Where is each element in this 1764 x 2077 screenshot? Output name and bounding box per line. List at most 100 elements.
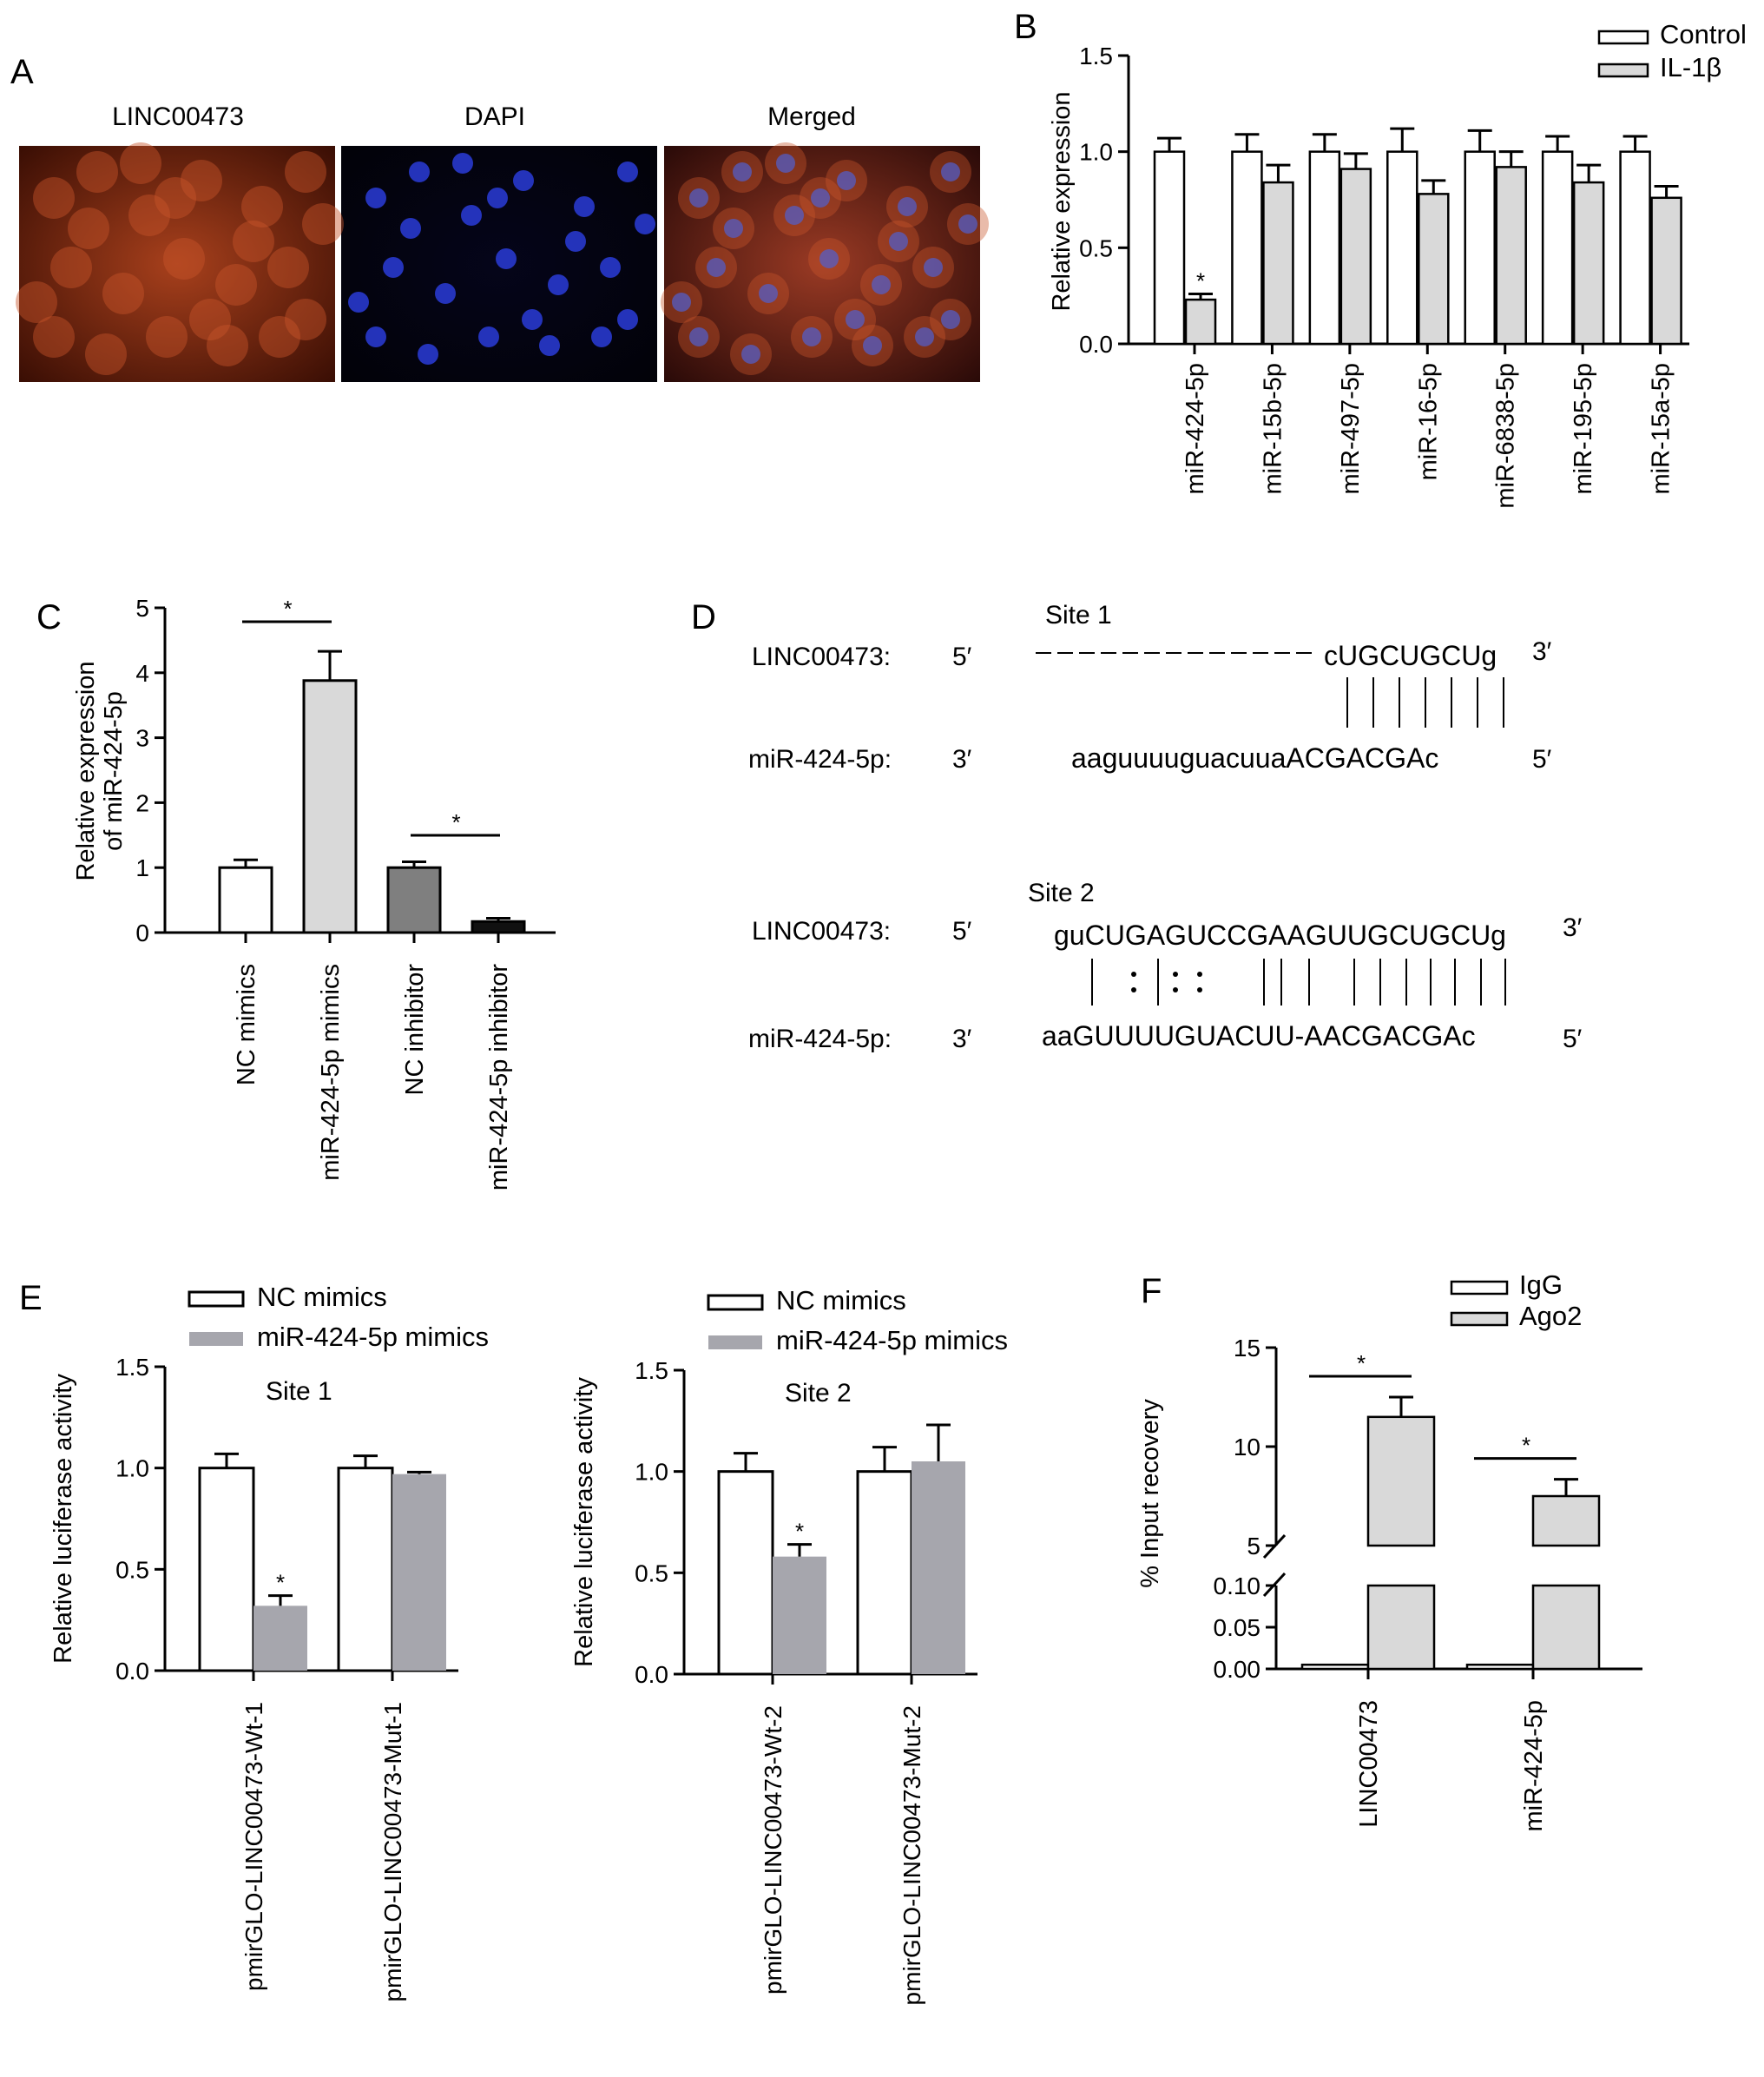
panel-letter-b: B	[1014, 8, 1037, 46]
site1-mir-3prime: 3′	[952, 745, 972, 774]
site2-wobble-dot	[1173, 972, 1178, 977]
chart-e1-y-label: Relative luciferase activity	[49, 1374, 77, 1664]
chart-e1-y-tick-label: 1.5	[115, 1354, 149, 1381]
chart-b-bar	[1184, 298, 1217, 346]
chart-e1-y-tick-label: 1.0	[115, 1455, 149, 1482]
cell-blob	[409, 162, 430, 182]
chart-b-bar	[1541, 150, 1574, 346]
cells-linc00473	[16, 142, 344, 375]
cell-blob	[146, 316, 188, 358]
chart-b-y-tick-label: 1.5	[1079, 43, 1113, 69]
cell-blob	[207, 325, 248, 366]
chart-f: 0.00 0.05 0.10 5 10 15 % Input recovery LINC004…	[1136, 1269, 1642, 1832]
panel-a-micrographs: LINC00473 DAPI Merged	[16, 102, 989, 382]
chart-e2-legend-swatch	[707, 1294, 764, 1311]
site1-pair-lines	[1346, 677, 1504, 728]
nucleus-blob	[898, 197, 917, 216]
chart-e1-legend-swatch	[188, 1290, 245, 1308]
chart-b-x-tick-label: miR-16-5p	[1414, 363, 1442, 480]
chart-b-bar	[1386, 150, 1418, 346]
chart-f-x-tick-label: LINC00473	[1355, 1700, 1383, 1828]
cell-blob	[302, 203, 344, 245]
cell-blob	[181, 160, 222, 201]
site2-wobble-dot	[1131, 987, 1136, 992]
cell-blob	[155, 177, 196, 219]
nucleus-blob	[707, 258, 726, 277]
cell-blob	[452, 153, 473, 174]
chart-b-x-tick-label: miR-15a-5p	[1648, 363, 1675, 495]
nucleus-blob	[872, 275, 891, 294]
cell-blob	[16, 281, 57, 323]
cell-blob	[435, 283, 456, 304]
chart-e1-bar	[337, 1467, 394, 1672]
chart-c-significance-star: *	[283, 596, 292, 622]
chart-e2-legend-label: miR-424-5p mimics	[776, 1325, 1008, 1355]
site1-mir-seq: aaguuuuguacuuaACGACGAc	[1071, 742, 1438, 774]
chart-e2-bar	[856, 1470, 913, 1676]
site2-mir-seq: aaGUUUUGUACUU-AACGACGAc	[1042, 1020, 1476, 1052]
site2-wobble-dot	[1131, 972, 1136, 977]
cell-blob	[591, 326, 612, 347]
chart-b-y-tick-label: 0.0	[1079, 331, 1113, 358]
cell-blob	[285, 151, 326, 193]
cell-blob	[418, 344, 438, 365]
nucleus-blob	[724, 219, 743, 238]
chart-f-x-tick-label: miR-424-5p	[1520, 1700, 1548, 1832]
cells-dapi	[348, 153, 655, 365]
cell-blob	[548, 274, 569, 295]
cell-blob	[487, 188, 508, 208]
chart-b-legend-label: Control	[1660, 19, 1747, 49]
nucleus-blob	[672, 293, 691, 312]
cell-blob	[617, 309, 638, 330]
cell-blob	[635, 214, 655, 234]
chart-e2-bar	[717, 1470, 774, 1676]
cell-blob	[120, 142, 161, 184]
site2-linc-seq: guCUGAGUCCGAAGUUGCUGCUg	[1054, 920, 1506, 951]
nucleus-blob	[759, 284, 778, 303]
chart-c-y-label-line2: of miR-424-5p	[100, 691, 128, 851]
chart-b-bar	[1495, 166, 1527, 346]
chart-e2-significance: *	[795, 1519, 804, 1545]
site1-linc-5prime: 5′	[952, 643, 972, 671]
chart-c: 0 1 2 3 4 5 Relative expression of miR-424-5p NC…	[72, 595, 556, 1190]
chart-c-y-tick-label: 0	[135, 920, 149, 946]
chart-f-bar-lower	[1531, 1584, 1601, 1671]
chart-f-y-label: % Input recovery	[1136, 1399, 1164, 1588]
cell-blob	[68, 208, 109, 249]
chart-c-x-tick-label: miR-424-5p mimics	[317, 964, 345, 1181]
image-label-merged: Merged	[767, 102, 856, 131]
chart-e2-y-tick-label: 1.5	[635, 1357, 668, 1384]
chart-b-y-label: Relative expression	[1048, 91, 1076, 311]
nucleus-blob	[837, 171, 856, 190]
site1-linc-seq: cUGCUGCUg	[1324, 640, 1497, 671]
cell-blob	[233, 221, 274, 262]
cell-blob	[478, 326, 499, 347]
cell-blob	[365, 188, 386, 208]
chart-e-site2: 0.0 0.5 1.0 1.5 Relative luciferase activity…	[570, 1285, 1008, 2005]
site1-linc-3prime: 3′	[1532, 637, 1552, 666]
nucleus-blob	[915, 327, 934, 346]
chart-f-bar-upper	[1531, 1494, 1601, 1547]
chart-b-x-tick-label: miR-497-5p	[1337, 363, 1365, 495]
chart-e2-title: Site 2	[785, 1379, 852, 1408]
micrograph-linc00473	[19, 146, 335, 382]
cell-blob	[50, 247, 92, 288]
chart-c-y-tick-label: 5	[135, 595, 149, 622]
panel-d-alignment: Site 1 LINC00473: 5′ cUGCUGCUg 3′ miR-42…	[748, 601, 1583, 1053]
chart-e2-y-label: Relative luciferase activity	[570, 1377, 598, 1667]
chart-c-y-tick-label: 1	[135, 854, 149, 881]
chart-f-bar	[1465, 1663, 1535, 1671]
image-label-dapi: DAPI	[464, 102, 525, 131]
chart-c-bar	[302, 679, 358, 934]
chart-b-bar	[1339, 168, 1372, 346]
chart-f-legend-swatch	[1450, 1280, 1509, 1296]
cell-blob	[539, 335, 560, 356]
cell-blob	[496, 248, 517, 269]
chart-e1-bar	[198, 1467, 255, 1672]
chart-e1-y-tick-label: 0.0	[115, 1658, 149, 1685]
panel-letter-a: A	[10, 53, 34, 91]
site2-linc-3prime: 3′	[1563, 913, 1583, 942]
panel-letter-f: F	[1141, 1272, 1162, 1310]
nucleus-blob	[941, 310, 960, 329]
